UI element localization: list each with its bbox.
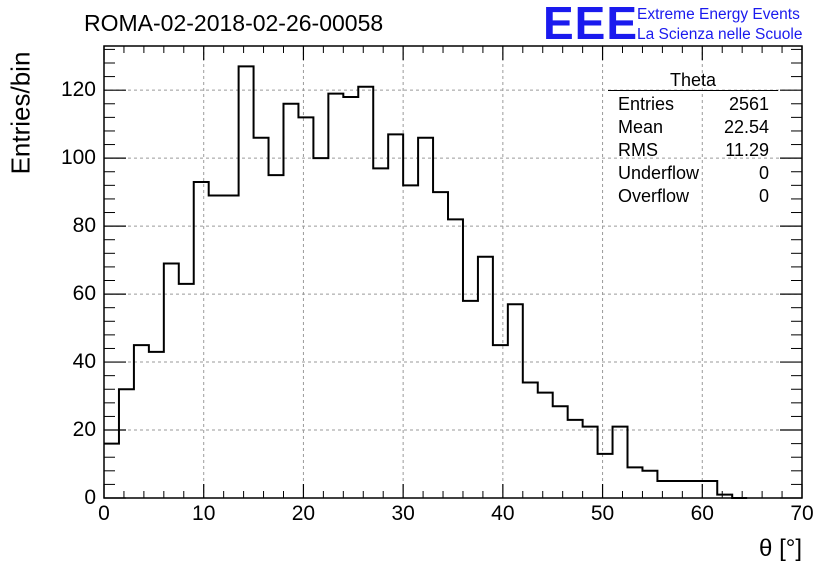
stats-row-mean: Mean 22.54 [608, 116, 778, 139]
histogram-bin [149, 352, 164, 498]
stats-label: Mean [618, 117, 664, 137]
stats-value: 0 [758, 163, 769, 183]
y-tick-label: 80 [72, 214, 96, 238]
x-tick-label: 0 [98, 502, 110, 525]
histogram-bin [373, 168, 388, 498]
y-tick-label: 60 [72, 282, 96, 306]
histogram-outline [104, 65, 748, 499]
histogram-bin [283, 104, 298, 498]
histogram-bin [179, 284, 194, 498]
stats-value: 11.29 [725, 140, 769, 160]
histogram-bin [448, 219, 463, 498]
histogram-bin [642, 471, 657, 498]
stats-label: Overflow [618, 186, 690, 206]
histogram-bin [508, 304, 523, 498]
histogram-bin [313, 158, 328, 498]
chart-title: ROMA-02-2018-02-26-00058 [84, 10, 384, 36]
histogram-bin [433, 192, 448, 498]
histogram-bin [568, 420, 583, 498]
eee-logo: EEE [543, 0, 639, 49]
stats-row-overflow: Overflow 0 [608, 185, 778, 208]
histogram-bin [583, 427, 598, 498]
histogram-bin [657, 481, 672, 498]
histogram-bin [119, 389, 134, 498]
histogram-bin [358, 87, 373, 498]
histogram-bin [523, 382, 538, 498]
x-tick-label: 20 [291, 502, 316, 525]
histogram-bin [702, 481, 717, 498]
histogram-bin [343, 97, 358, 498]
histogram-bin [493, 345, 508, 498]
histogram-bin [239, 66, 254, 498]
stats-value: 0 [758, 186, 769, 206]
histogram-bin [418, 138, 433, 498]
x-tick-label: 30 [391, 502, 415, 525]
histogram-bin [254, 138, 269, 498]
x-tick-label: 60 [690, 502, 714, 525]
histogram-bin [672, 481, 687, 498]
histogram-bin [628, 467, 643, 498]
x-tick-label: 50 [590, 502, 615, 525]
histogram-bin [224, 196, 239, 498]
stats-label: RMS [618, 140, 658, 160]
histogram-bin [164, 264, 179, 498]
y-tick-label: 100 [60, 146, 96, 170]
stats-value: 22.54 [723, 117, 769, 137]
y-axis-label: Entries/bin [5, 51, 36, 175]
histogram-bin [478, 257, 493, 498]
stats-row-underflow: Underflow 0 [608, 162, 778, 185]
stats-label: Entries [618, 94, 675, 114]
histogram-bin [463, 301, 478, 498]
histogram-bin [194, 182, 209, 498]
x-tick-label: 70 [790, 502, 814, 525]
y-tick-label: 40 [72, 350, 96, 374]
stats-label: Underflow [618, 163, 700, 183]
axis-ticks [103, 46, 803, 499]
histogram-bin [328, 94, 343, 498]
histogram-bin [553, 406, 568, 498]
histogram-bin [403, 185, 418, 498]
x-tick-label: 40 [491, 502, 515, 525]
histogram-bin [269, 175, 284, 498]
histogram-bin [613, 427, 628, 498]
x-tick-label: 10 [192, 502, 216, 525]
histogram-bin [598, 454, 613, 498]
histogram-bin [209, 196, 224, 498]
stats-row-entries: Entries 2561 [608, 93, 778, 116]
grid-lines [104, 46, 802, 498]
histogram-bin [298, 117, 313, 498]
stats-row-rms: RMS 11.29 [608, 139, 778, 162]
y-tick-label: 20 [72, 418, 96, 442]
logo-line-2: La Scienza nelle Scuole [637, 26, 803, 43]
stats-box: Theta Entries 2561 Mean 22.54 RMS 11.29 … [608, 68, 778, 208]
histogram-bin [687, 481, 702, 498]
plot-frame [103, 45, 803, 499]
histogram-bin [134, 345, 149, 498]
stats-value: 2561 [728, 94, 769, 114]
logo-caption: Extreme Energy Events La Scienza nelle S… [637, 5, 802, 45]
histogram-bin [538, 393, 553, 498]
logo-line-1: Extreme Energy Events [637, 6, 800, 23]
histogram-series [104, 65, 748, 499]
y-tick-label: 0 [84, 486, 96, 509]
histogram-bin [388, 134, 403, 498]
x-axis-label: θ [°] [759, 535, 802, 562]
stats-title: Theta [608, 68, 778, 91]
y-tick-label: 120 [60, 78, 96, 102]
